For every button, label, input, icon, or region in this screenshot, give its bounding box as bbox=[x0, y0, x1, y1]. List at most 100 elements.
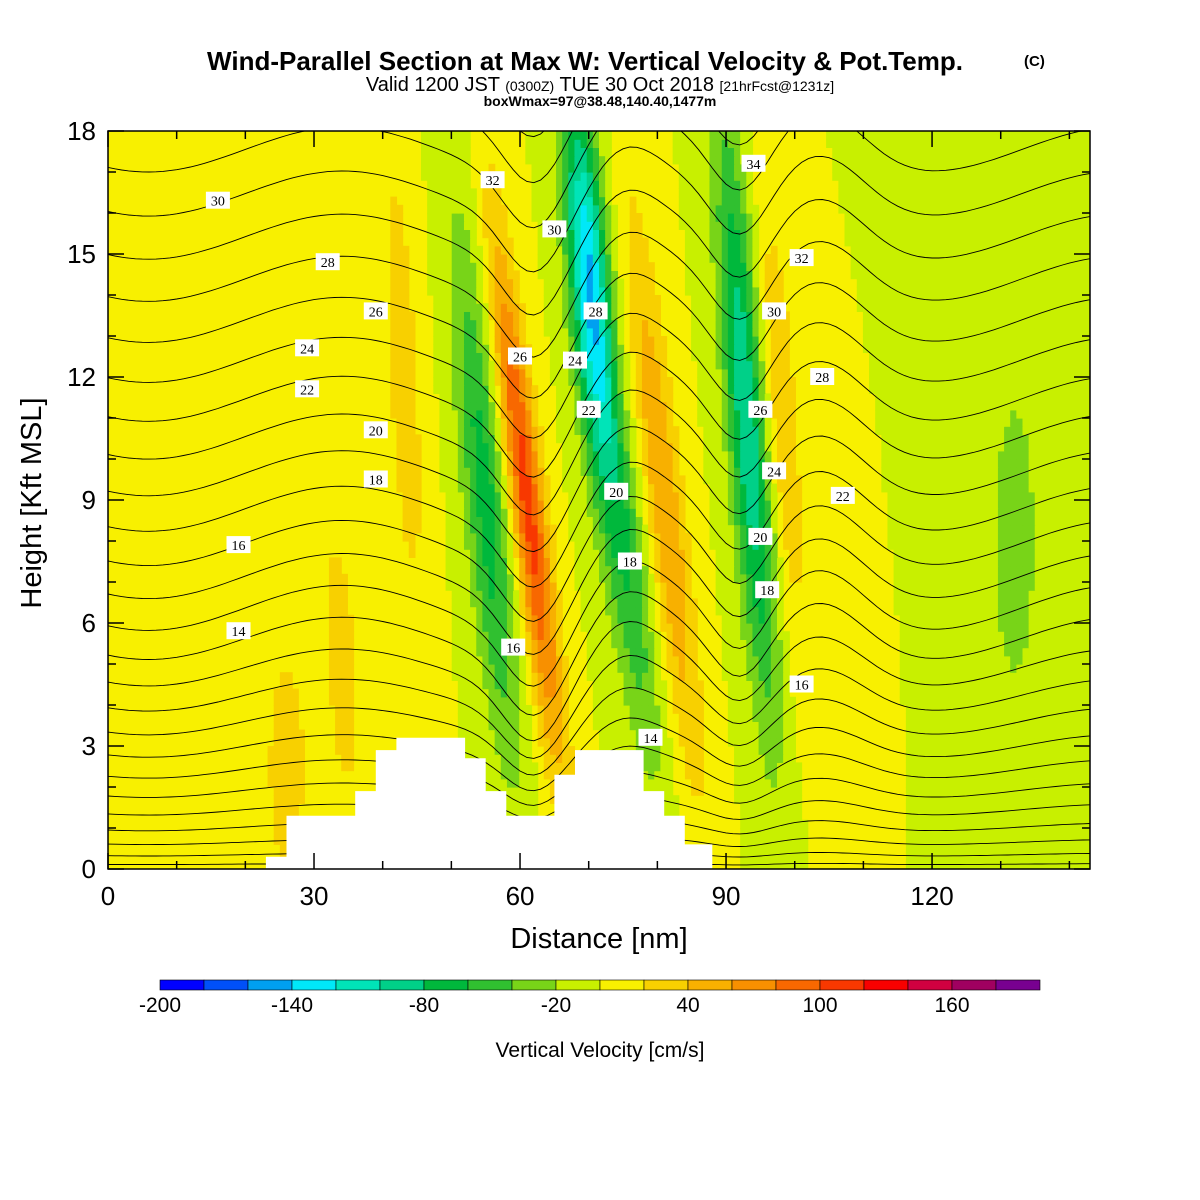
w-cell bbox=[592, 475, 600, 485]
w-cell bbox=[476, 491, 483, 501]
w-cell bbox=[1028, 762, 1036, 772]
w-cell bbox=[1059, 541, 1067, 550]
w-cell bbox=[1071, 721, 1079, 731]
w-cell bbox=[979, 401, 987, 411]
w-cell bbox=[1028, 590, 1036, 599]
w-cell bbox=[905, 483, 913, 493]
w-cell bbox=[961, 623, 968, 632]
w-cell bbox=[948, 516, 956, 526]
w-cell bbox=[783, 401, 790, 411]
w-cell bbox=[1016, 737, 1024, 747]
w-cell bbox=[611, 565, 619, 575]
w-cell bbox=[881, 483, 889, 493]
w-cell bbox=[1053, 778, 1060, 788]
w-cell bbox=[549, 541, 557, 550]
w-cell bbox=[1034, 819, 1042, 829]
w-cell bbox=[1040, 631, 1048, 640]
w-cell bbox=[1028, 442, 1036, 452]
w-cell bbox=[273, 713, 281, 722]
w-cell bbox=[482, 614, 490, 624]
w-cell bbox=[1083, 442, 1090, 452]
w-cell bbox=[1083, 721, 1090, 731]
w-cell bbox=[408, 541, 416, 550]
w-cell bbox=[942, 770, 950, 780]
w-cell bbox=[623, 459, 631, 468]
w-cell bbox=[1053, 368, 1060, 378]
w-cell bbox=[1034, 483, 1042, 493]
w-cell bbox=[918, 631, 925, 640]
w-cell bbox=[991, 778, 999, 788]
w-cell bbox=[641, 754, 649, 763]
w-cell bbox=[267, 746, 275, 755]
w-cell bbox=[556, 614, 563, 624]
w-cell bbox=[764, 836, 772, 845]
w-cell bbox=[408, 434, 416, 444]
w-cell bbox=[758, 557, 766, 567]
w-cell bbox=[641, 762, 649, 772]
w-cell bbox=[783, 418, 790, 427]
w-cell bbox=[1034, 401, 1042, 411]
w-cell bbox=[414, 459, 422, 468]
w-cell bbox=[611, 721, 619, 731]
w-cell bbox=[451, 623, 459, 632]
w-cell bbox=[703, 434, 711, 444]
w-cell bbox=[611, 442, 619, 452]
w-cell bbox=[1022, 844, 1030, 854]
w-cell bbox=[641, 705, 649, 714]
w-cell bbox=[1053, 860, 1060, 869]
w-cell bbox=[709, 434, 717, 444]
w-cell bbox=[991, 385, 999, 394]
w-cell bbox=[930, 598, 938, 608]
w-cell bbox=[463, 614, 471, 624]
w-cell bbox=[1047, 811, 1054, 821]
w-cell bbox=[525, 770, 533, 780]
w-cell bbox=[285, 729, 293, 739]
w-cell bbox=[1053, 721, 1060, 731]
w-cell bbox=[605, 721, 612, 731]
w-cell bbox=[457, 631, 465, 640]
w-cell bbox=[1028, 459, 1036, 468]
w-cell bbox=[1004, 483, 1011, 493]
w-cell bbox=[488, 598, 496, 608]
w-cell bbox=[531, 631, 539, 640]
w-cell bbox=[991, 467, 999, 476]
w-cell bbox=[893, 598, 901, 608]
w-cell bbox=[924, 631, 932, 640]
w-cell bbox=[954, 418, 962, 427]
w-cell bbox=[985, 541, 993, 550]
w-cell bbox=[568, 483, 576, 493]
w-cell bbox=[1004, 639, 1011, 649]
w-cell bbox=[396, 483, 404, 493]
w-cell bbox=[1004, 541, 1011, 550]
w-cell bbox=[703, 368, 711, 378]
w-cell bbox=[463, 713, 471, 722]
w-cell bbox=[905, 655, 913, 665]
w-cell bbox=[942, 459, 950, 468]
w-cell bbox=[997, 770, 1005, 780]
w-cell bbox=[783, 860, 790, 869]
w-cell bbox=[752, 377, 760, 386]
w-cell bbox=[285, 803, 293, 813]
w-cell bbox=[752, 803, 760, 813]
w-cell bbox=[1059, 614, 1067, 624]
w-cell bbox=[1040, 573, 1048, 583]
w-cell bbox=[918, 754, 925, 763]
w-cell bbox=[641, 368, 649, 378]
w-cell bbox=[1083, 598, 1090, 608]
w-cell bbox=[709, 516, 717, 526]
w-cell bbox=[335, 557, 342, 567]
w-cell bbox=[1010, 557, 1017, 567]
w-cell bbox=[519, 385, 526, 394]
w-cell bbox=[961, 631, 968, 640]
w-cell bbox=[678, 696, 686, 706]
w-cell bbox=[770, 836, 778, 845]
w-cell bbox=[912, 852, 919, 862]
w-cell bbox=[1053, 516, 1060, 526]
w-cell bbox=[562, 705, 569, 714]
w-cell bbox=[930, 614, 938, 624]
w-cell bbox=[470, 664, 477, 673]
w-cell bbox=[973, 590, 981, 599]
w-cell bbox=[1059, 606, 1067, 616]
w-cell bbox=[543, 647, 551, 657]
w-cell bbox=[482, 737, 490, 747]
